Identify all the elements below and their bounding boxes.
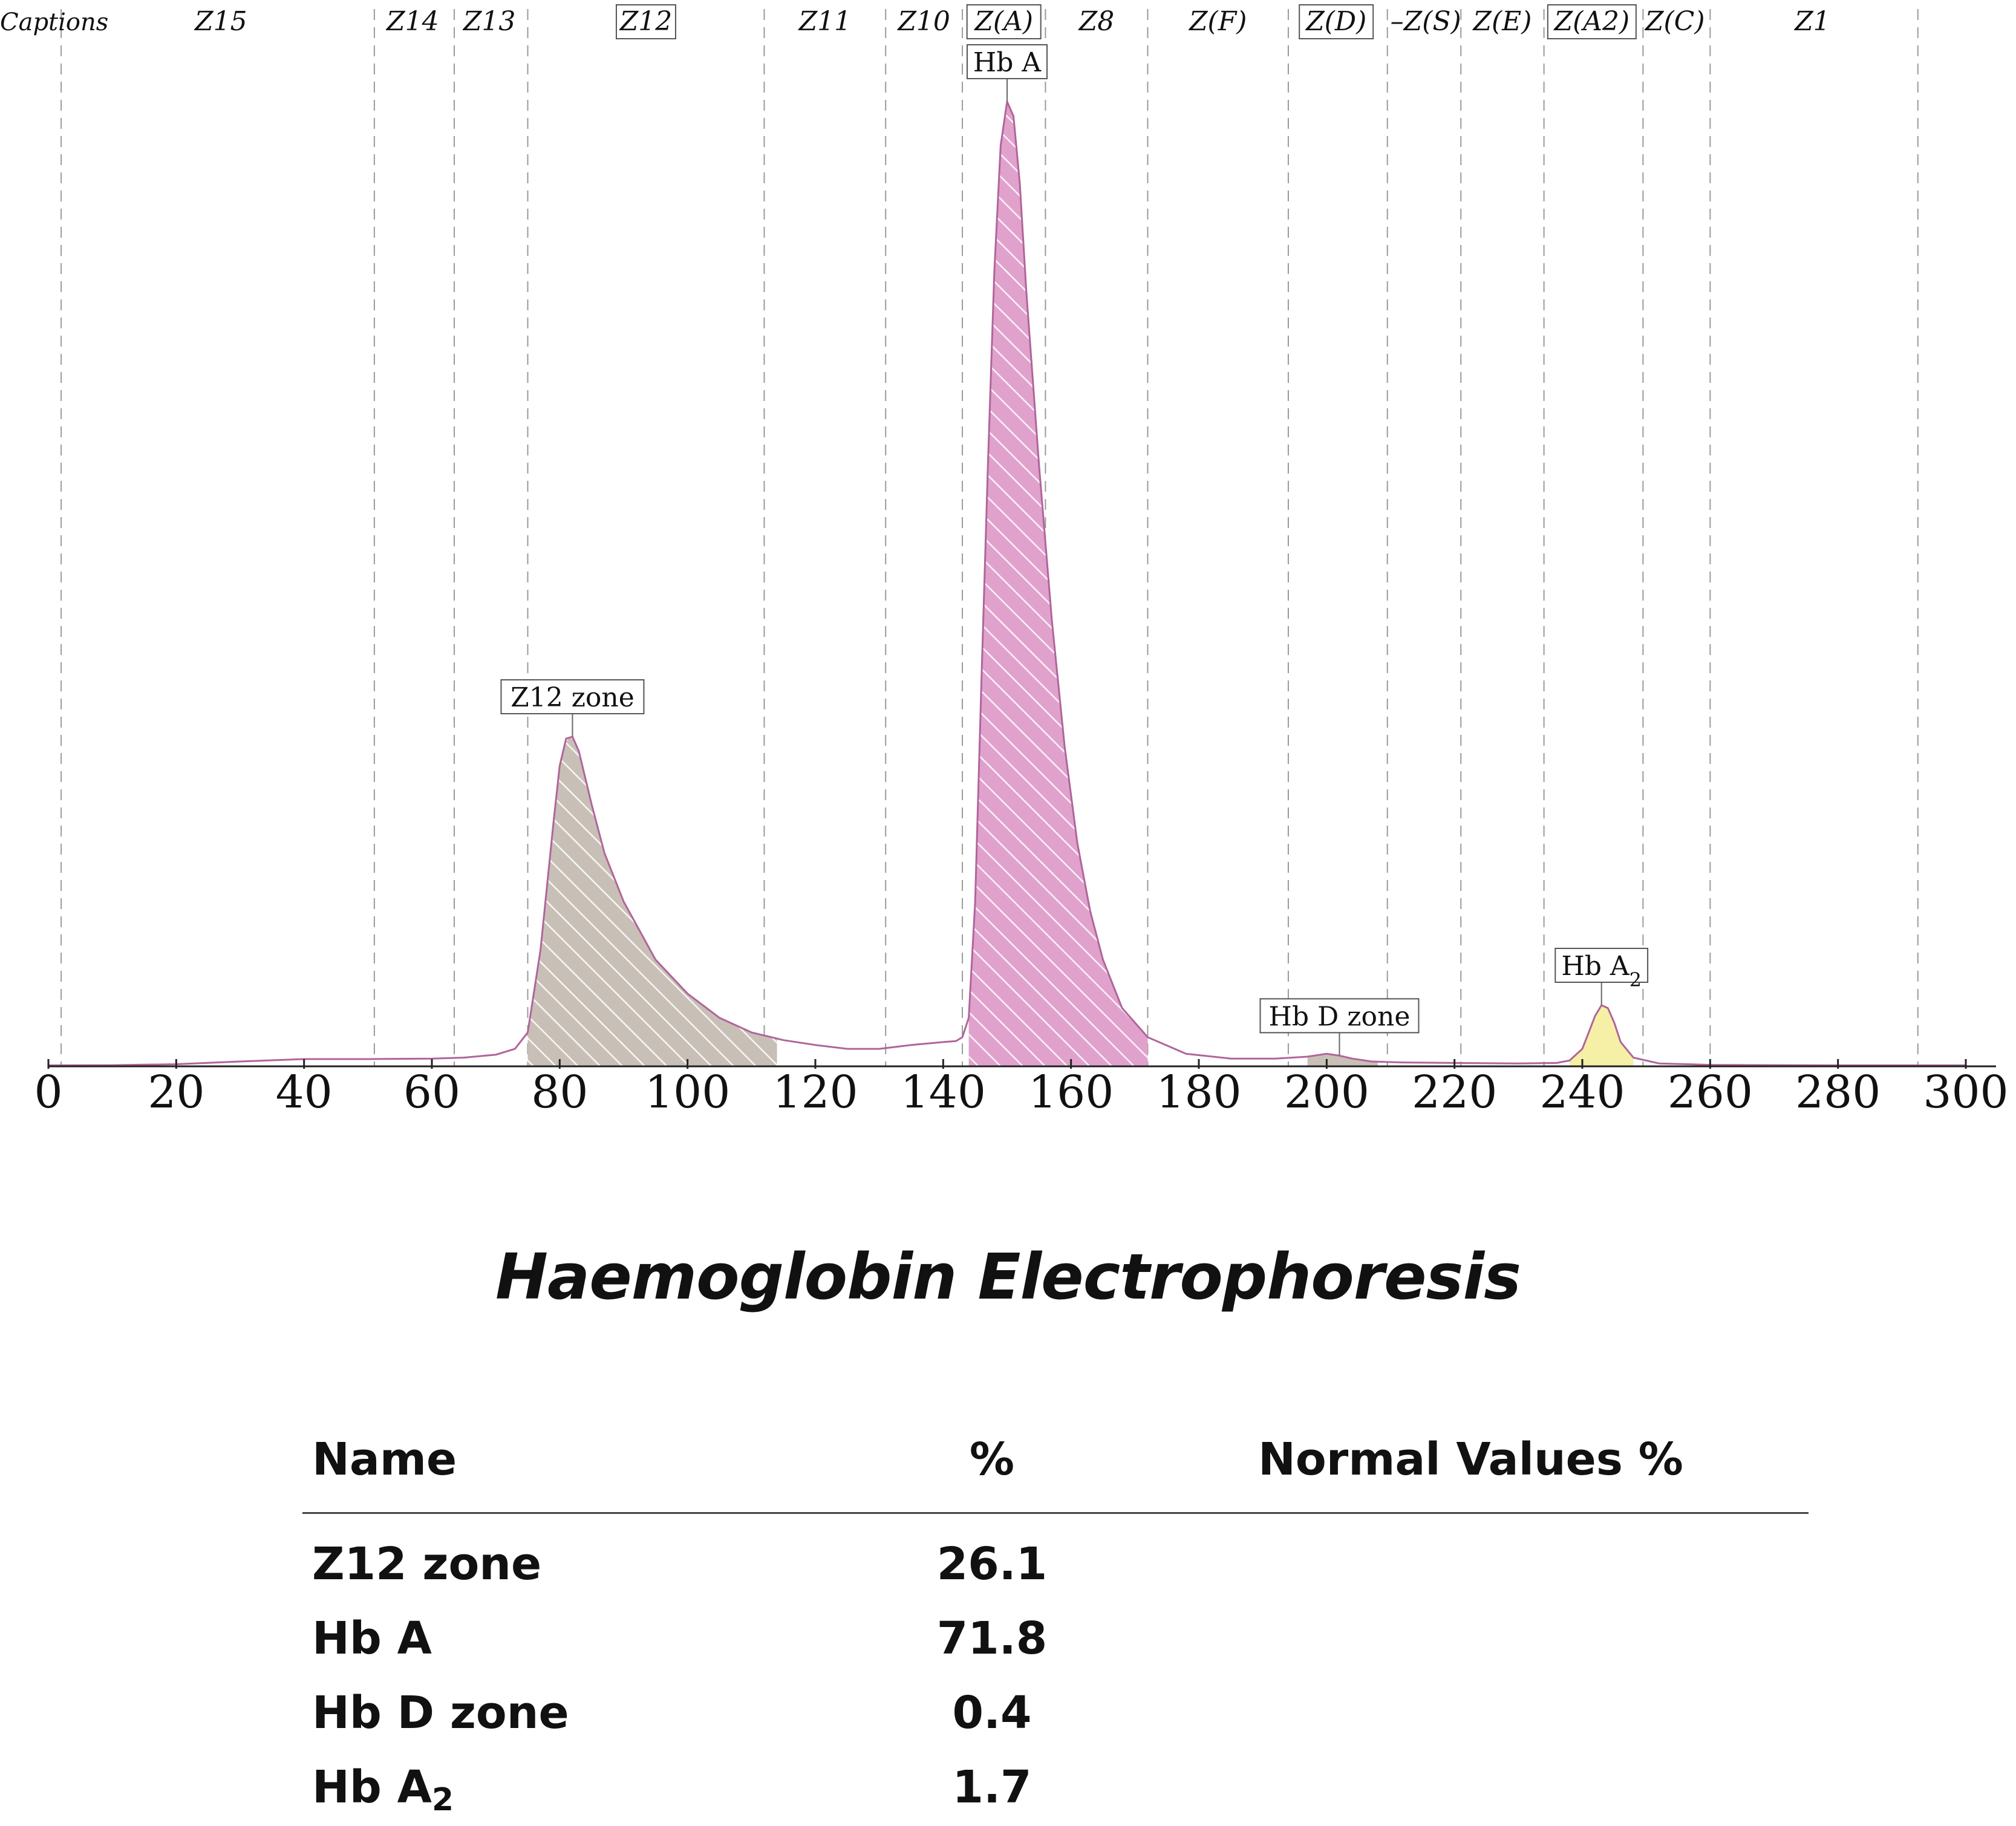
zone-caption-box-9: [1299, 4, 1374, 39]
row-name: Hb A: [312, 1612, 432, 1665]
peak-fill-3: [1569, 1005, 1634, 1066]
zone-caption-box-12: [1547, 4, 1637, 39]
peak-hatch-1: [968, 102, 1148, 1067]
peak-area-3: [1569, 1005, 1634, 1066]
peak-label-box-0: [500, 679, 645, 714]
peak-label-box-3: [1554, 948, 1649, 983]
peak-label-text-1: Hb A: [973, 47, 1042, 78]
peak-area-0: [527, 737, 777, 1066]
x-tick-label-1: 20: [148, 1066, 204, 1118]
peak-label-2: Hb D zone: [1259, 998, 1420, 1056]
x-tick-label-5: 100: [645, 1066, 730, 1118]
results-table: Name % Normal Values % Z12 zone 26.1 Hb A 7…: [302, 1421, 1809, 1824]
results-header: Name % Normal Values %: [302, 1421, 1809, 1514]
x-tick-label-13: 260: [1668, 1066, 1753, 1118]
x-tick-label-2: 40: [276, 1066, 333, 1118]
zone-caption-7: Z8: [1078, 6, 1115, 37]
row-percent: 1.7: [952, 1761, 1032, 1813]
header-percent: %: [969, 1433, 1015, 1485]
zone-caption-12: Z(A2): [1553, 6, 1630, 37]
peak-label-text-2: Hb D zone: [1269, 1001, 1411, 1032]
zone-caption-3: Z12: [619, 6, 673, 37]
x-tick-label-8: 160: [1028, 1066, 1114, 1118]
x-tick-label-9: 180: [1156, 1066, 1241, 1118]
row-percent: 26.1: [936, 1538, 1048, 1590]
zone-caption-10: –Z(S): [1391, 6, 1461, 37]
x-tick-label-3: 60: [403, 1066, 460, 1118]
peak-area-1: [968, 102, 1148, 1067]
peak-fill-2: [1307, 1054, 1378, 1066]
header-name: Name: [312, 1433, 457, 1485]
x-tick-label-0: 0: [34, 1066, 62, 1118]
x-tick-label-11: 220: [1412, 1066, 1497, 1118]
x-tick-label-4: 80: [531, 1066, 588, 1118]
peak-label-text-3: Hb A2: [1561, 951, 1642, 991]
zone-caption-9: Z(D): [1305, 6, 1366, 37]
peak-label-0: Z12 zone: [500, 679, 645, 737]
row-name: Hb A2: [312, 1761, 454, 1818]
zone-caption-4: Z11: [798, 6, 852, 37]
zone-caption-5: Z10: [896, 6, 950, 37]
x-tick-label-15: 300: [1923, 1066, 2008, 1118]
zone-caption-6: Z(A): [973, 6, 1033, 37]
peak-area-2: [1307, 1054, 1378, 1066]
x-tick-label-10: 200: [1284, 1066, 1369, 1118]
chart-title: Haemoglobin Electrophoresis: [495, 1240, 1521, 1314]
x-tick-label-12: 240: [1539, 1066, 1625, 1118]
zone-caption-box-3: [615, 4, 676, 39]
row-name: Hb D zone: [312, 1687, 569, 1739]
zone-caption-2: Z13: [462, 6, 516, 37]
peak-label-box-1: [967, 44, 1048, 80]
results-rows: Z12 zone 26.1 Hb A 71.8 Hb D zone 0.4 Hb A2 1.7: [302, 1514, 1809, 1824]
x-tick-label-14: 280: [1795, 1066, 1881, 1118]
peak-label-text-0: Z12 zone: [511, 682, 634, 713]
zone-caption-14: Z1: [1793, 6, 1830, 37]
row-percent: 71.8: [936, 1612, 1048, 1665]
results-row: Hb D zone 0.4: [302, 1675, 1809, 1749]
results-row: Z12 zone 26.1: [302, 1526, 1809, 1600]
zone-caption-11: Z(E): [1472, 6, 1532, 37]
zone-caption-0: Z15: [194, 6, 247, 37]
chart-svg: Captions Z15 Z14 Z13 Z12 Z11 Z10 Z(A) Z8 Z(F) Z(D)…: [0, 4, 2009, 1118]
peak-label-box-2: [1259, 998, 1420, 1034]
results-row: Hb A2 1.7: [302, 1749, 1809, 1824]
results-row: Hb A 71.8: [302, 1600, 1809, 1675]
row-name: Z12 zone: [312, 1538, 542, 1590]
peak-label-3: Hb A2: [1554, 948, 1649, 1006]
x-tick-label-7: 140: [901, 1066, 986, 1118]
captions-label: Captions: [0, 8, 108, 36]
row-percent: 0.4: [952, 1687, 1032, 1739]
electrophoresis-chart: Captions Z15 Z14 Z13 Z12 Z11 Z10 Z(A) Z8 Z(F) Z(D)…: [0, 4, 2009, 1118]
peak-hatch-0: [527, 737, 777, 1066]
zone-caption-1: Z14: [385, 6, 439, 37]
header-normal-values: Normal Values %: [1258, 1433, 1683, 1485]
zone-caption-8: Z(F): [1188, 6, 1247, 37]
zone-caption-box-6: [966, 4, 1042, 39]
x-tick-label-6: 120: [772, 1066, 858, 1118]
peak-label-1: Hb A: [967, 44, 1048, 102]
electrophoresis-curve: [48, 100, 1966, 1066]
zone-caption-13: Z(C): [1644, 6, 1705, 37]
